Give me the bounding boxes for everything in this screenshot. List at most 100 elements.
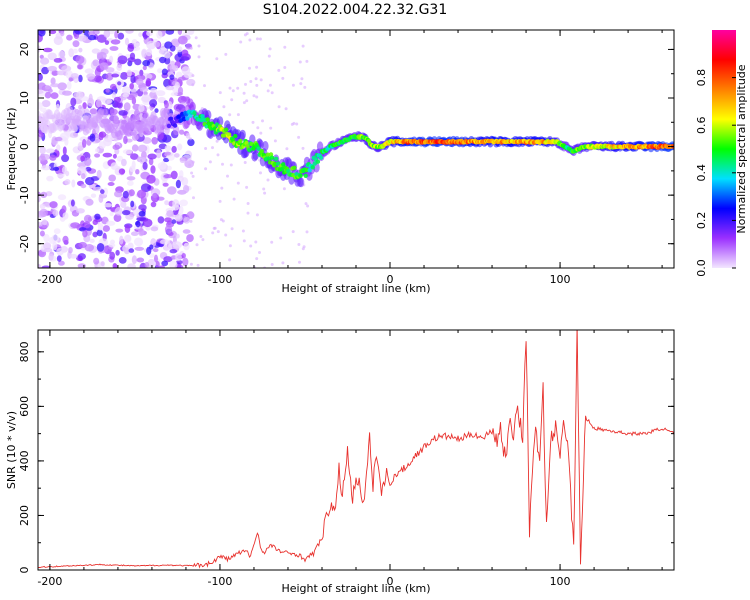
speckle-blob bbox=[216, 153, 220, 157]
speckle-blob bbox=[108, 243, 116, 248]
speckle-blob bbox=[285, 147, 289, 151]
speckle-blob bbox=[118, 168, 126, 175]
speckle-blob bbox=[218, 199, 222, 203]
speckle-blob bbox=[104, 40, 110, 45]
speckle-blob bbox=[38, 30, 46, 37]
speckle-blob bbox=[283, 45, 287, 49]
speckle-blob bbox=[232, 197, 236, 201]
speckle-blob bbox=[115, 228, 124, 233]
speckle-blob bbox=[159, 56, 167, 64]
speckle-blob bbox=[56, 247, 64, 256]
ridge-core bbox=[310, 165, 315, 170]
speckle-blob bbox=[44, 86, 52, 91]
speckle-blob bbox=[298, 60, 302, 64]
speckle-blob bbox=[94, 153, 101, 158]
speckle-blob bbox=[112, 153, 117, 159]
speckle-blob bbox=[105, 88, 110, 93]
speckle-blob bbox=[68, 48, 75, 58]
speckle-blob bbox=[268, 47, 272, 51]
ridge-core bbox=[298, 173, 303, 178]
speckle-blob bbox=[182, 257, 189, 267]
speckle-blob bbox=[41, 100, 51, 108]
speckle-blob bbox=[103, 203, 113, 208]
speckle-blob bbox=[219, 218, 223, 222]
speckle-blob bbox=[164, 101, 169, 109]
speckle-blob bbox=[166, 210, 174, 217]
speckle-blob bbox=[298, 260, 301, 264]
speckle-blob bbox=[84, 157, 92, 166]
speckle-blob bbox=[54, 136, 63, 142]
speckle-blob bbox=[98, 141, 106, 149]
speckle-blob bbox=[291, 230, 295, 234]
speckle-blob bbox=[127, 242, 134, 250]
speckle-blob bbox=[213, 226, 217, 230]
speckle-blob bbox=[255, 95, 259, 99]
speckle-blob bbox=[130, 200, 135, 208]
speckle-blob bbox=[255, 83, 259, 87]
speckle-blob bbox=[164, 200, 170, 206]
speckle-blob bbox=[110, 39, 121, 45]
speckle-blob bbox=[177, 95, 187, 104]
speckle-blob bbox=[127, 180, 134, 186]
speckle-blob bbox=[122, 86, 131, 95]
spectrogram-frame bbox=[37, 29, 675, 269]
speckle-blob bbox=[62, 90, 72, 96]
speckle-blob bbox=[246, 211, 250, 215]
speckle-blob bbox=[179, 129, 185, 135]
speckle-blob bbox=[136, 257, 145, 263]
speckle-blob bbox=[281, 76, 285, 80]
speckle-blob bbox=[155, 90, 166, 97]
speckle-blob bbox=[51, 234, 59, 243]
snr-x-tick-label: -100 bbox=[207, 575, 232, 588]
ridge-core bbox=[303, 173, 308, 178]
speckle-blob bbox=[73, 30, 84, 35]
speckle-blob bbox=[96, 34, 107, 43]
speckle-blob bbox=[277, 68, 281, 72]
speckle-blob bbox=[204, 147, 208, 150]
speckle-blob bbox=[191, 174, 195, 178]
speckle-blob bbox=[224, 52, 228, 56]
speckle-blob bbox=[148, 253, 155, 258]
speckle-blob bbox=[113, 263, 118, 268]
ridge-halo bbox=[172, 125, 180, 136]
speckle-blob bbox=[187, 138, 195, 147]
speckle-blob bbox=[88, 31, 96, 36]
ridge-core bbox=[205, 117, 210, 122]
snr-y-tick-label: 400 bbox=[18, 450, 31, 471]
speckle-blob bbox=[153, 95, 158, 101]
speckle-blob bbox=[203, 84, 206, 88]
speckle-blob bbox=[109, 55, 114, 64]
speckle-blob bbox=[114, 30, 119, 39]
speckle-blob bbox=[43, 242, 52, 250]
speckle-blob bbox=[229, 163, 233, 167]
speckle-blob bbox=[297, 135, 301, 139]
speckle-blob bbox=[211, 231, 215, 235]
speckle-blob bbox=[102, 225, 110, 232]
speckle-blob bbox=[71, 179, 76, 188]
speckle-blob bbox=[38, 45, 41, 53]
speckle-blob bbox=[164, 151, 171, 156]
speckle-blob bbox=[256, 37, 259, 41]
speckle-blob bbox=[189, 219, 193, 223]
ridge-core bbox=[185, 116, 190, 121]
speckle-blob bbox=[116, 155, 124, 162]
speckle-blob bbox=[154, 41, 161, 48]
speckle-blob bbox=[91, 48, 101, 54]
spectrogram-y-tick-label: -20 bbox=[18, 235, 31, 253]
snr-x-tick-label: -200 bbox=[37, 575, 62, 588]
speckle-blob bbox=[55, 103, 60, 111]
speckle-blob bbox=[113, 96, 121, 103]
speckle-blob bbox=[58, 260, 65, 266]
speckle-blob bbox=[89, 133, 96, 142]
speckle-blob bbox=[92, 219, 98, 226]
speckle-blob bbox=[208, 160, 212, 164]
speckle-blob bbox=[259, 171, 262, 175]
speckle-blob bbox=[117, 55, 128, 64]
speckle-blob bbox=[154, 108, 159, 113]
speckle-blob bbox=[192, 196, 195, 200]
speckle-blob bbox=[125, 30, 134, 34]
speckle-blob bbox=[161, 68, 168, 76]
speckle-blob bbox=[147, 258, 156, 268]
speckle-blob bbox=[96, 52, 103, 58]
colorbar-tick-label: 0.0 bbox=[695, 259, 708, 277]
